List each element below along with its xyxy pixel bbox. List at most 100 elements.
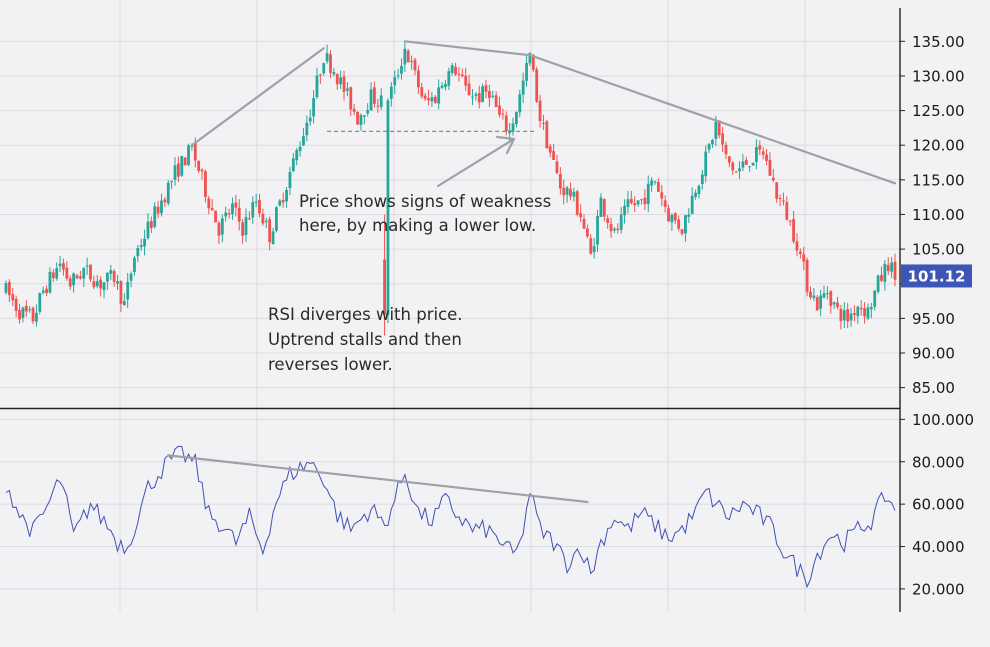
candle-up bbox=[572, 191, 576, 197]
candle-up bbox=[139, 245, 143, 248]
candle-down bbox=[207, 198, 211, 209]
candle-up bbox=[518, 94, 522, 113]
candle-down bbox=[886, 264, 890, 272]
candle-up bbox=[592, 246, 596, 253]
candle-down bbox=[18, 310, 21, 320]
candle-up bbox=[748, 166, 752, 168]
candle-down bbox=[433, 96, 437, 103]
price-tick-label: 95.00 bbox=[912, 310, 955, 328]
price-trendline bbox=[403, 40, 532, 57]
candle-up bbox=[386, 100, 390, 316]
candle-up bbox=[400, 65, 403, 74]
candle-down bbox=[734, 171, 738, 173]
candle-down bbox=[200, 169, 204, 172]
candle-down bbox=[731, 162, 735, 171]
candle-down bbox=[768, 159, 772, 176]
candle-up bbox=[315, 75, 319, 98]
candle-up bbox=[153, 206, 157, 227]
candle-up bbox=[35, 312, 38, 322]
candle-down bbox=[413, 59, 417, 71]
candle-up bbox=[389, 86, 393, 99]
candle-up bbox=[869, 307, 873, 310]
candle-up bbox=[4, 283, 8, 293]
candle-down bbox=[579, 213, 583, 218]
candle-down bbox=[535, 69, 539, 102]
candle-down bbox=[183, 157, 187, 166]
candle-up bbox=[700, 174, 704, 184]
candle-down bbox=[616, 228, 620, 231]
price-pane bbox=[4, 40, 897, 336]
candle-down bbox=[721, 133, 725, 145]
candle-down bbox=[859, 307, 863, 310]
candle-up bbox=[437, 87, 441, 104]
candle-down bbox=[484, 85, 488, 92]
candle-up bbox=[369, 89, 373, 111]
candle-up bbox=[812, 295, 816, 298]
candle-up bbox=[102, 282, 106, 291]
candle-down bbox=[420, 87, 424, 97]
candle-up bbox=[122, 301, 126, 306]
candle-up bbox=[650, 180, 654, 186]
candle-down bbox=[792, 219, 795, 242]
rsi-pane bbox=[5, 445, 896, 589]
candle-down bbox=[863, 308, 866, 317]
candle-up bbox=[613, 228, 616, 231]
candle-down bbox=[656, 181, 660, 192]
candle-down bbox=[788, 220, 792, 222]
candle-down bbox=[65, 267, 69, 279]
candle-up bbox=[220, 218, 224, 235]
candle-down bbox=[335, 74, 339, 85]
candle-up bbox=[291, 158, 295, 172]
candle-down bbox=[352, 108, 356, 112]
annotation-weakness: Price shows signs of weakness here, by m… bbox=[299, 135, 551, 235]
candle-down bbox=[829, 291, 833, 306]
annotation-arrow-shaft bbox=[436, 137, 516, 188]
candle-up bbox=[393, 77, 397, 86]
candle-down bbox=[156, 206, 160, 214]
candle-down bbox=[585, 228, 589, 237]
price-tick-label: 120.00 bbox=[912, 137, 965, 155]
candle-up bbox=[684, 215, 687, 234]
candle-down bbox=[562, 187, 566, 196]
candle-down bbox=[318, 74, 322, 76]
candle-up bbox=[298, 146, 302, 152]
rsi-tick-label: 100.000 bbox=[912, 411, 974, 429]
candle-down bbox=[258, 200, 261, 214]
candle-down bbox=[880, 274, 883, 281]
candle-down bbox=[727, 156, 731, 163]
candle-down bbox=[555, 161, 559, 174]
candles bbox=[4, 41, 897, 336]
candle-down bbox=[744, 159, 748, 165]
price-tick-label: 130.00 bbox=[912, 67, 965, 85]
candle-up bbox=[187, 145, 190, 165]
candle-up bbox=[599, 197, 603, 217]
candle-up bbox=[305, 122, 309, 136]
candle-down bbox=[717, 120, 721, 136]
candle-down bbox=[640, 199, 643, 201]
candle-down bbox=[457, 73, 461, 75]
candle-up bbox=[714, 121, 718, 139]
price-tick-label: 135.00 bbox=[912, 33, 965, 51]
candle-up bbox=[339, 77, 343, 85]
candle-up bbox=[116, 281, 119, 284]
candle-up bbox=[822, 293, 826, 298]
candle-down bbox=[629, 198, 633, 204]
candle-down bbox=[582, 218, 586, 229]
candle-up bbox=[444, 83, 447, 88]
candle-down bbox=[538, 100, 542, 121]
candle-up bbox=[332, 72, 336, 75]
candle-up bbox=[146, 221, 150, 239]
candle-down bbox=[234, 202, 238, 208]
last-price-badge-box bbox=[901, 264, 972, 288]
price-tick-label: 115.00 bbox=[912, 171, 965, 189]
candle-up bbox=[136, 248, 140, 257]
candle-up bbox=[308, 117, 312, 122]
candle-up bbox=[751, 162, 755, 166]
candle-up bbox=[72, 273, 76, 286]
divergence-text-line-3: reverses lower. bbox=[268, 355, 393, 374]
candle-up bbox=[251, 202, 255, 218]
candle-up bbox=[288, 172, 292, 189]
candle-down bbox=[548, 146, 552, 153]
candle-down bbox=[406, 50, 410, 63]
candle-down bbox=[227, 213, 231, 215]
